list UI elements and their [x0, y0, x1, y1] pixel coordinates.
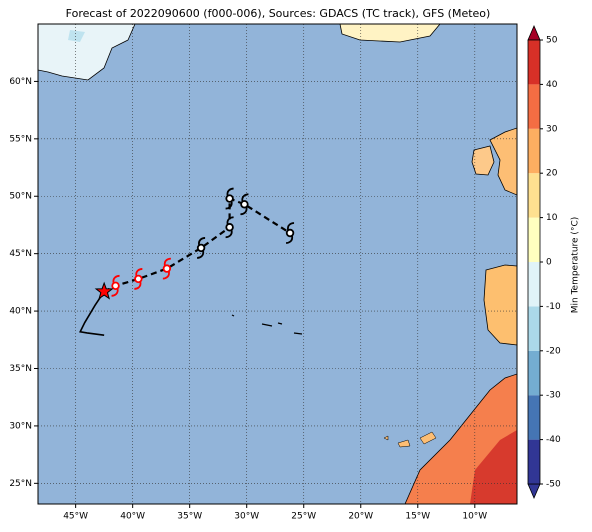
- storm-symbol: [196, 237, 206, 259]
- colorbar-tick-label: -20: [546, 346, 561, 356]
- greenland-ice: [68, 30, 85, 42]
- storm-eye: [285, 228, 295, 238]
- colorbar-band: [528, 84, 540, 129]
- storm-symbol: [285, 222, 295, 244]
- iceland: [339, 24, 441, 43]
- colorbar-band: [528, 128, 540, 174]
- storm-eye: [225, 194, 234, 203]
- storm-eye: [134, 274, 143, 284]
- storm-arm: [225, 216, 234, 239]
- storm-symbol: [225, 187, 234, 210]
- lat-tick-label: 60°N: [9, 77, 32, 87]
- ocean: [38, 24, 517, 504]
- colorbar-tick-label: 20: [546, 169, 558, 179]
- lat-tick-label: 35°N: [9, 364, 32, 374]
- lat-tick-label: 55°N: [9, 134, 32, 144]
- storm-eye: [225, 223, 234, 232]
- lon-tick-label: 25°W: [291, 512, 316, 522]
- storm-eye: [240, 200, 249, 209]
- iberia: [483, 264, 517, 346]
- colorbar-band: [528, 173, 540, 218]
- storm-symbol: [240, 193, 249, 216]
- colorbar-tick-label: 30: [546, 124, 558, 134]
- storm-arm: [197, 237, 206, 259]
- lon-tick-label: 20°W: [348, 512, 373, 522]
- storm-arm: [240, 193, 249, 216]
- lat-tick-label: 25°N: [9, 479, 32, 489]
- map-title: Forecast of 2022090600 (f000-006), Sourc…: [66, 7, 491, 20]
- colorbar-band: [528, 350, 540, 396]
- storm-arm: [134, 268, 143, 290]
- current-position: [94, 281, 114, 300]
- africa-hot: [470, 430, 517, 504]
- map-frame: [37, 23, 518, 505]
- colorbar-tick-label: -30: [546, 391, 561, 401]
- storm-eye: [162, 264, 172, 273]
- lat-tick-label: 30°N: [9, 421, 32, 431]
- storm-symbol: [162, 257, 172, 280]
- colorbar-tick-label: 50: [546, 36, 558, 46]
- colorbar-band: [528, 262, 540, 307]
- lon-tick-label: 10°W: [462, 512, 487, 522]
- colorbar-band: [528, 395, 540, 440]
- lon-tick-label: 40°W: [120, 512, 145, 522]
- colorbar-tick-label: 40: [546, 80, 558, 90]
- azores: [231, 314, 303, 335]
- colorbar-label: Min Temperature (°C): [571, 217, 581, 314]
- past-track: [79, 291, 105, 336]
- colorbar-band: [528, 217, 540, 262]
- colorbar-tick-label: 10: [546, 213, 558, 223]
- lat-tick-label: 40°N: [9, 307, 32, 317]
- storm-eye: [111, 281, 120, 291]
- storm-arm: [225, 187, 234, 210]
- canaries: [383, 431, 437, 448]
- colorbar-tick-label: -40: [546, 435, 561, 445]
- storm-symbol: [225, 216, 234, 239]
- lon-tick-label: 15°W: [405, 512, 430, 522]
- lon-tick-label: 30°W: [234, 512, 259, 522]
- colorbar-tick-label: -50: [546, 480, 561, 490]
- colorbar-band: [528, 40, 540, 85]
- colorbar-tick-label: 0: [546, 258, 552, 268]
- colorbar-band: [528, 439, 540, 484]
- britain: [489, 127, 517, 196]
- storm-arm: [111, 274, 120, 297]
- storm-symbol: [111, 274, 120, 297]
- colorbar-tick-label: -10: [546, 302, 561, 312]
- greenland: [38, 24, 136, 81]
- colorbar-band: [528, 306, 540, 351]
- colorbar-extend-top: [527, 24, 541, 41]
- land: [38, 24, 517, 504]
- storm-arm: [285, 222, 295, 244]
- storm-arm: [162, 257, 171, 280]
- lat-tick-label: 50°N: [9, 192, 32, 202]
- lon-tick-label: 45°W: [63, 512, 88, 522]
- storm-symbol: [134, 268, 143, 290]
- colorbar-extend-bottom: [527, 483, 541, 500]
- forecast-track: [103, 196, 291, 293]
- lon-tick-label: 35°W: [177, 512, 202, 522]
- storm-eye: [196, 243, 206, 253]
- lat-tick-label: 45°N: [9, 249, 32, 259]
- ireland: [471, 145, 495, 176]
